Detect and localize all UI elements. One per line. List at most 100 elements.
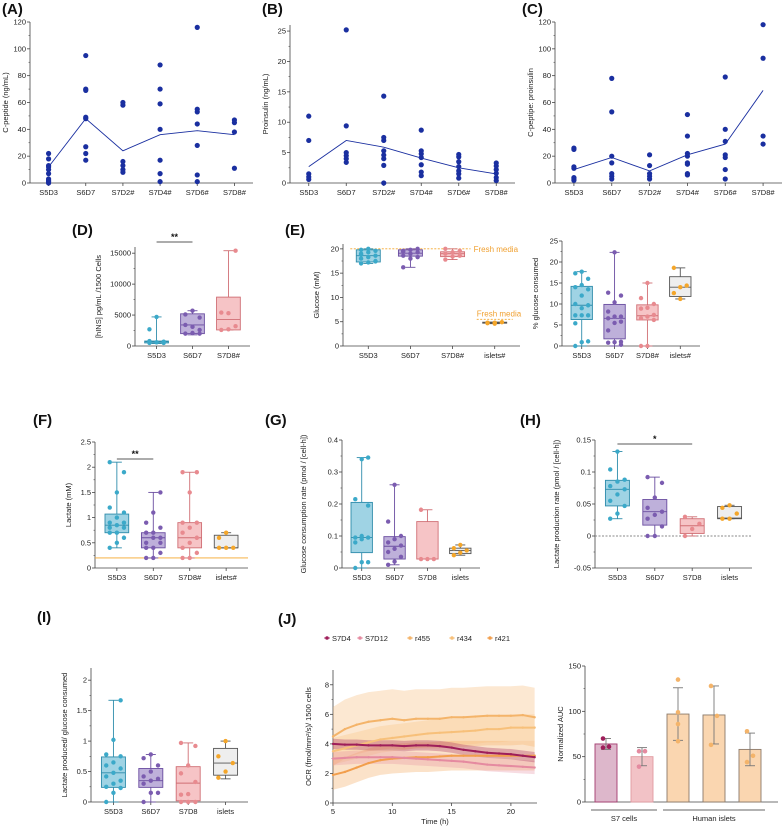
data-point xyxy=(114,530,120,535)
data-point xyxy=(415,250,420,255)
y-tick-label: 20 xyxy=(550,258,558,267)
data-point xyxy=(111,781,116,786)
y-tick-label: 1.5 xyxy=(77,706,87,715)
panel-f: 0 0.5 1 1.5 2 2.5 Lactate (mM) S5D3 S6D7 S7D8# isl… xyxy=(64,438,248,582)
data-point xyxy=(219,327,224,333)
y-tick-label: 10 xyxy=(550,300,558,309)
data-point xyxy=(121,535,127,540)
mean-line xyxy=(573,90,764,172)
data-point xyxy=(223,530,229,535)
x-tick-label: S7D8# xyxy=(217,351,241,360)
data-point xyxy=(178,799,184,805)
data-point xyxy=(645,305,650,310)
data-point xyxy=(622,503,627,509)
panel-label: (F) xyxy=(33,412,52,429)
data-point xyxy=(605,316,611,321)
data-point xyxy=(306,113,312,119)
data-point xyxy=(187,555,192,561)
data-point xyxy=(353,535,358,540)
data-point xyxy=(193,799,198,805)
panel-label: (I) xyxy=(37,609,51,626)
reference-label: Fresh media xyxy=(474,245,519,254)
data-point xyxy=(216,775,221,780)
series-point xyxy=(521,713,524,717)
data-point xyxy=(104,763,109,768)
y-tick-label: 0 xyxy=(334,564,338,573)
series-point xyxy=(391,755,394,759)
data-point xyxy=(493,160,499,166)
series-point xyxy=(474,750,477,753)
data-point xyxy=(573,313,578,318)
data-point xyxy=(579,313,584,318)
data-point xyxy=(366,260,371,265)
series-point xyxy=(497,754,501,757)
data-point xyxy=(418,148,424,154)
data-point xyxy=(114,540,120,545)
series-point xyxy=(509,753,513,756)
x-tick-label: S7D8 xyxy=(683,573,702,582)
y-tick-label: 8 xyxy=(325,680,329,689)
data-point xyxy=(306,137,312,144)
data-point xyxy=(392,546,397,551)
series-point xyxy=(331,742,335,746)
legend-label: S7D12 xyxy=(365,634,388,643)
data-point xyxy=(197,331,202,336)
data-point xyxy=(148,752,154,757)
data-point xyxy=(231,117,238,123)
data-point xyxy=(121,470,127,475)
data-point xyxy=(385,540,391,545)
data-point xyxy=(365,560,371,565)
data-point xyxy=(178,792,184,797)
x-tick-label: S5D3 xyxy=(299,188,318,197)
box-3 xyxy=(213,530,239,551)
data-point xyxy=(107,545,112,551)
data-point xyxy=(651,312,657,318)
panel-e1: 0 5 10 15 20 Glucose (mM) S5D3 S6D7 S7D8# islets#… xyxy=(312,244,522,360)
data-point xyxy=(190,324,195,330)
data-point xyxy=(193,743,198,749)
data-point xyxy=(216,545,222,551)
data-point xyxy=(612,320,617,326)
x-tick-label: islets xyxy=(452,573,469,582)
data-point xyxy=(194,172,200,178)
data-point xyxy=(579,293,584,298)
y-tick-label: 100 xyxy=(568,707,581,716)
data-point xyxy=(180,470,185,475)
data-point xyxy=(148,769,154,774)
y-axis-label: [hINS] pg/mL /1500 Cells xyxy=(94,255,103,338)
panel-j-ocr: 0 2 4 6 8 OCR (fmol/mm²/s)/ 1500 cells 5 10 15 20… xyxy=(304,634,537,826)
data-point xyxy=(151,510,156,515)
series-point xyxy=(462,760,465,763)
data-point xyxy=(451,545,457,551)
x-tick-label: islets# xyxy=(670,351,692,360)
data-point xyxy=(158,540,163,545)
data-point xyxy=(381,134,387,141)
significance-label: ** xyxy=(171,232,179,242)
panel-label: (J) xyxy=(278,611,296,628)
y-tick-label: 80 xyxy=(543,71,551,80)
data-point xyxy=(425,556,430,562)
data-point xyxy=(185,763,191,768)
data-point xyxy=(645,343,650,349)
y-axis-label: C-peptide (ng/mL) xyxy=(1,72,10,133)
y-axis-label: Lactate production rate (pmol / [cell-h]… xyxy=(552,439,561,568)
data-point xyxy=(675,721,681,727)
y-tick-label: 10 xyxy=(331,293,339,302)
series-point xyxy=(438,731,441,735)
significance-label: ** xyxy=(132,449,140,459)
data-point xyxy=(359,457,364,462)
y-tick-label: 0.4 xyxy=(328,436,338,445)
data-point xyxy=(408,247,413,253)
series-point xyxy=(426,744,430,747)
series-point xyxy=(355,755,358,759)
data-point xyxy=(343,159,349,165)
series-point xyxy=(438,717,441,720)
data-point xyxy=(652,533,658,539)
x-tick-label: S7D8# xyxy=(636,351,660,360)
series-point xyxy=(497,752,501,755)
data-point xyxy=(231,165,238,171)
data-point xyxy=(158,550,163,556)
y-tick-label: 1.5 xyxy=(81,488,91,497)
box-2 xyxy=(175,740,201,805)
y-tick-label: 0.1 xyxy=(328,532,338,541)
